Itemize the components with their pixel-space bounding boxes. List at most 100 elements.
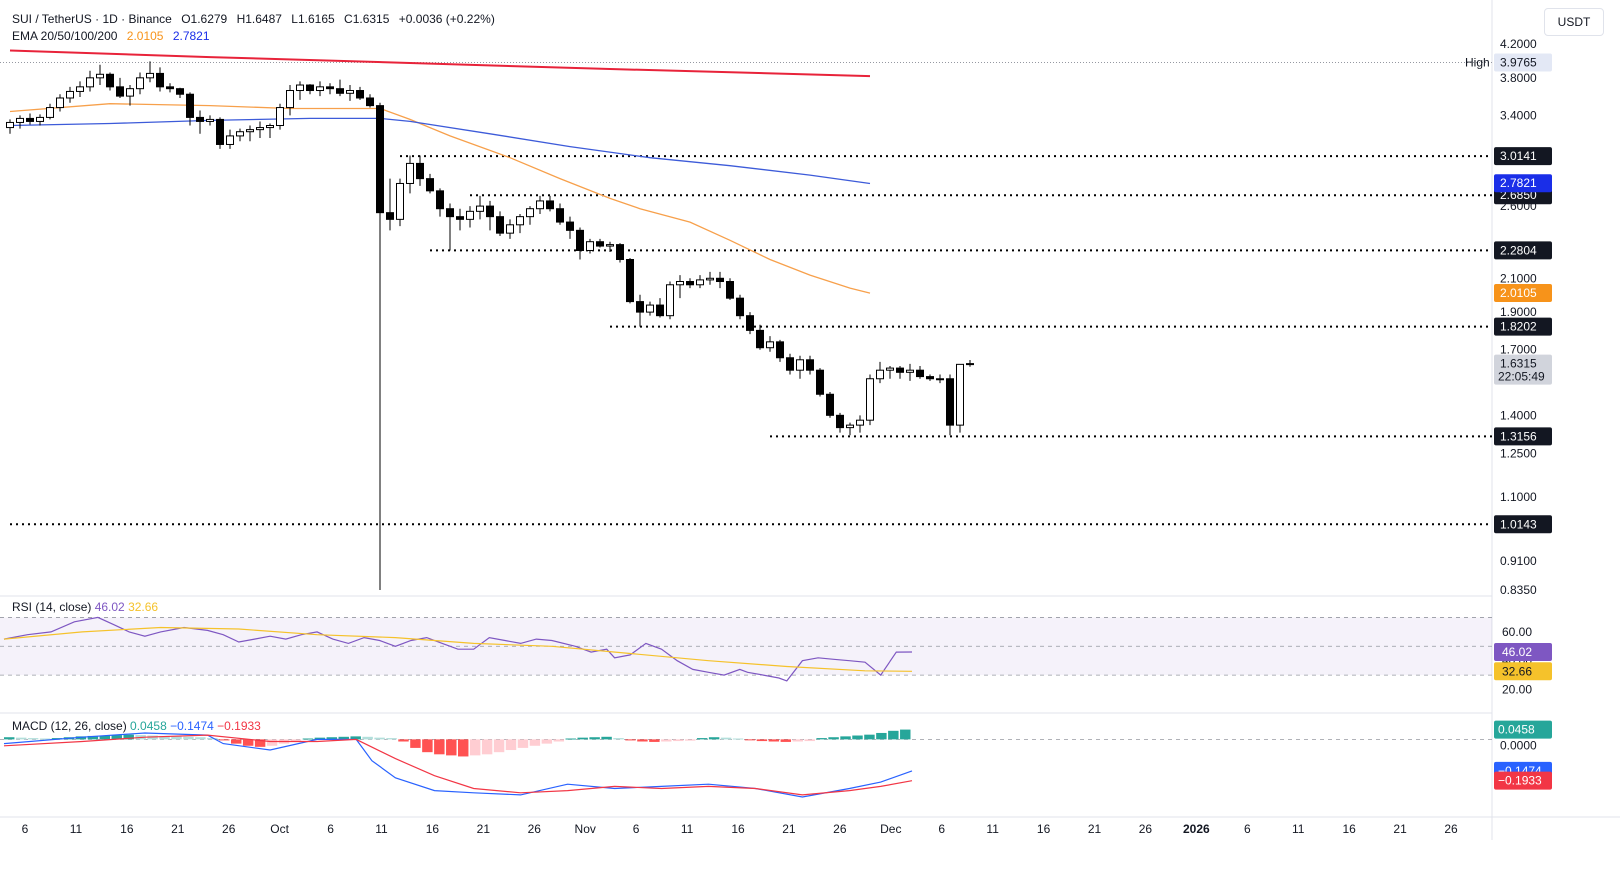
macd-hist-bar xyxy=(613,738,624,740)
candle-body xyxy=(686,281,694,286)
candle-body xyxy=(176,88,184,95)
macd-hist-bar xyxy=(266,739,278,746)
candle-down xyxy=(546,195,554,212)
candle-up xyxy=(766,336,774,352)
macd-hist-bar xyxy=(625,739,636,741)
rsi-title: RSI (14, close) 46.02 32.66 xyxy=(12,600,158,614)
price-tick-label: 2.6000 xyxy=(1500,199,1537,213)
macd-tick-label: 0.0000 xyxy=(1500,738,1537,752)
candle-up xyxy=(886,365,894,379)
ema-line xyxy=(9,117,871,185)
grid xyxy=(0,0,1620,840)
macd-hist-bar xyxy=(493,739,505,753)
candle-body xyxy=(6,121,14,129)
candle-body xyxy=(256,127,264,131)
candle-down xyxy=(436,188,444,217)
candle-body xyxy=(236,131,244,137)
macd-hist-bar xyxy=(864,734,875,740)
candle-body xyxy=(36,116,44,122)
signal-line xyxy=(3,734,913,796)
candle-up xyxy=(536,195,544,214)
macd-hist-bar xyxy=(27,738,39,740)
candle-body xyxy=(426,178,434,192)
candle-up xyxy=(86,70,94,92)
candle-up xyxy=(286,85,294,116)
candle-down xyxy=(196,110,204,134)
candle-body xyxy=(726,281,734,299)
level-label: 1.3156 xyxy=(1500,429,1537,443)
candle-body xyxy=(636,301,644,313)
currency-button[interactable]: USDT xyxy=(1544,8,1604,36)
time-tick-label: 26 xyxy=(1139,822,1153,836)
candle-down xyxy=(356,86,364,100)
candle-body xyxy=(886,367,894,371)
candle-body xyxy=(756,329,764,349)
candle-up xyxy=(516,213,524,234)
candle-body xyxy=(586,241,594,251)
candle-body xyxy=(566,221,574,231)
rsi-value: 46.02 xyxy=(95,600,128,614)
candle-down xyxy=(106,72,114,91)
macd-hist-bar xyxy=(696,738,708,740)
candle-down xyxy=(916,365,924,379)
candle-down xyxy=(946,374,954,436)
time-tick-label: 11 xyxy=(375,822,388,836)
candle-body xyxy=(86,77,94,88)
price-axis: High 3.97653.01412.68502.28041.82021.3156… xyxy=(1465,37,1552,790)
candle-up xyxy=(936,374,944,384)
candle-body xyxy=(196,116,204,122)
time-tick-label: Nov xyxy=(575,822,596,836)
macd-hist-bar xyxy=(398,739,409,742)
candle-down xyxy=(596,238,604,248)
macd-hist-bar xyxy=(123,734,134,740)
time-tick-label: 26 xyxy=(833,822,847,836)
macd-label-bg xyxy=(1494,720,1552,739)
candle-down xyxy=(336,79,344,97)
candle-down xyxy=(786,353,794,375)
candle-body xyxy=(146,72,154,79)
candle-body xyxy=(506,224,514,234)
candle-up xyxy=(296,81,304,100)
candle-body xyxy=(966,363,974,366)
macd-hist-bar xyxy=(386,738,397,740)
macd-hist-bar xyxy=(481,739,493,755)
candle-body xyxy=(316,86,324,92)
macd-hist-bar xyxy=(529,739,541,746)
time-tick-label: 26 xyxy=(528,822,542,836)
rsi-ma-value: 32.66 xyxy=(128,600,158,614)
candle-body xyxy=(306,84,314,92)
candle-body xyxy=(696,279,704,286)
time-tick-label: Dec xyxy=(880,822,901,836)
ema-value-blue: 2.7821 xyxy=(172,29,210,43)
candle-up xyxy=(706,271,714,285)
ema-label[interactable]: EMA 20/50/100/200 xyxy=(12,29,118,43)
time-tick-label: 11 xyxy=(681,822,694,836)
candle-up xyxy=(236,128,244,142)
macd-hist-bar xyxy=(254,739,266,747)
candle-body xyxy=(336,88,344,94)
symbol-label[interactable]: SUI / TetherUS · 1D · Binance xyxy=(12,12,172,26)
macd-hist-bar xyxy=(876,732,887,740)
candle-body xyxy=(376,105,384,214)
candle-body xyxy=(516,216,524,226)
time-tick-label: 16 xyxy=(1037,822,1051,836)
level-label-bg xyxy=(1494,241,1552,260)
candle-up xyxy=(146,61,154,83)
candle-down xyxy=(716,271,724,289)
price-tick-label: 2.1000 xyxy=(1500,271,1537,285)
macd-hist-bar xyxy=(637,739,648,742)
candle-down xyxy=(736,294,744,320)
candle-down xyxy=(486,200,494,231)
macd-hist-bar xyxy=(852,735,863,740)
macd-hist-bar xyxy=(207,738,218,740)
macd-hist-bar xyxy=(422,739,433,753)
time-axis: 6 11 16 21 26 Oct 6 11 16 21 26 Nov 6 11 16 21 26 Dec 6 11 1… xyxy=(22,822,1458,836)
open-value: O1.6279 xyxy=(181,12,228,26)
candle-body xyxy=(906,369,914,373)
candle-body xyxy=(136,77,144,90)
candle-up xyxy=(876,361,884,384)
level-label-bg xyxy=(1494,427,1552,446)
candle-up xyxy=(56,94,64,112)
time-tick-label: 16 xyxy=(731,822,745,836)
